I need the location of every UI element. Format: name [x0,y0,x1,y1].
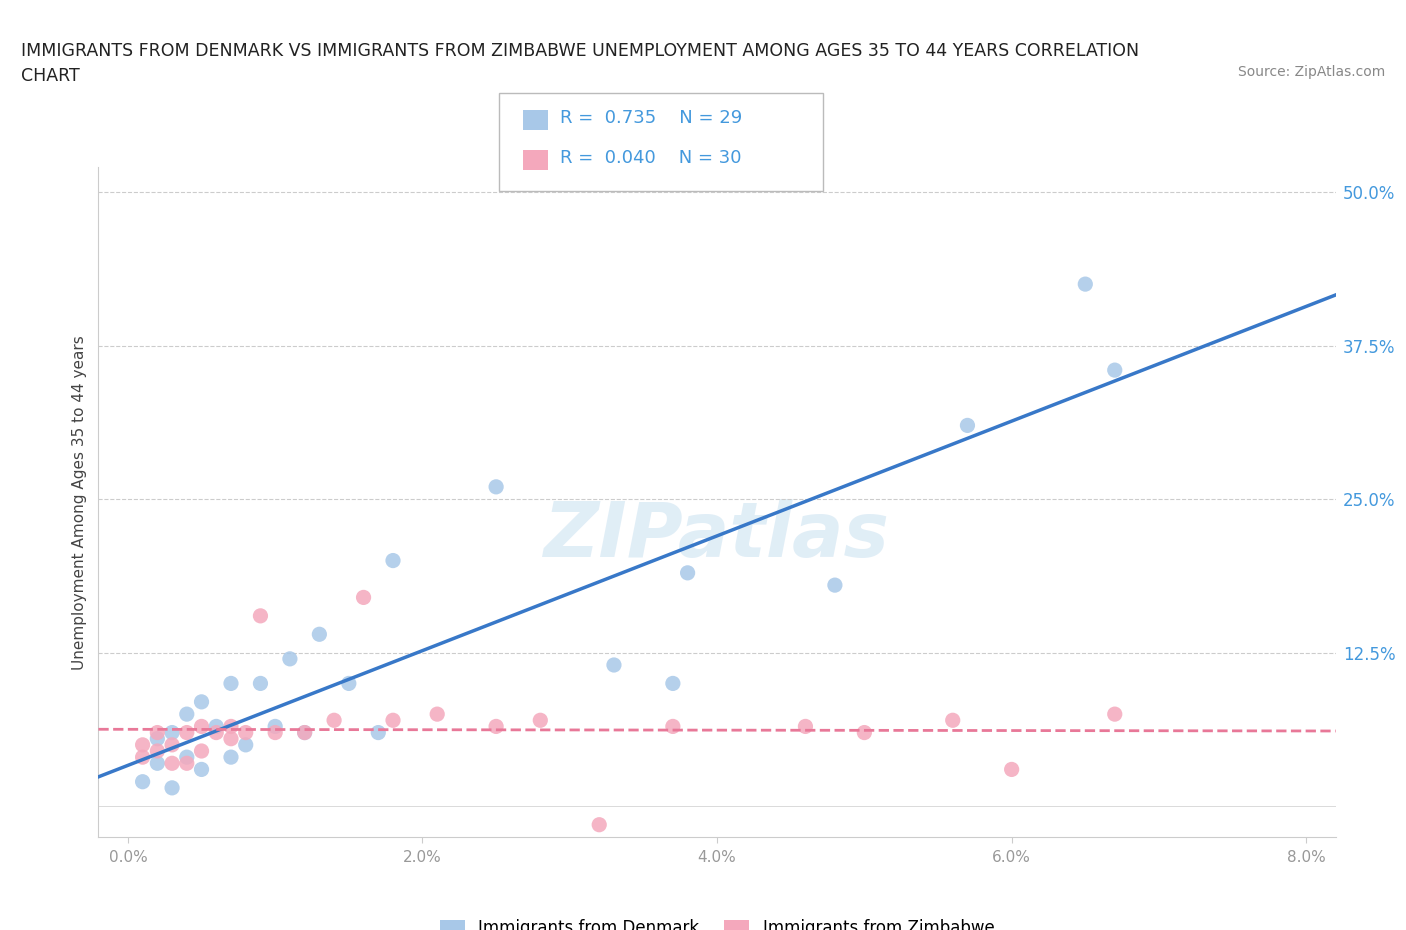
Point [529,712,551,727]
Point [146,756,169,771]
Point [264,725,287,740]
Point [676,565,699,580]
Point [160,737,183,752]
Point [367,725,389,740]
Point [160,756,183,771]
Point [176,725,198,740]
Point [235,725,257,740]
Point [353,590,375,604]
Point [853,725,876,740]
Point [131,750,153,764]
Point [794,719,817,734]
Point [294,725,316,740]
Point [249,676,271,691]
Point [278,651,301,666]
Point [662,676,685,691]
Point [1001,762,1024,777]
Legend: Immigrants from Denmark, Immigrants from Zimbabwe: Immigrants from Denmark, Immigrants from… [433,912,1001,930]
Text: CHART: CHART [21,67,80,85]
Point [160,725,183,740]
Point [337,676,360,691]
Point [205,719,228,734]
Point [176,707,198,722]
Point [131,737,153,752]
Point [176,756,198,771]
Point [588,817,610,832]
Point [382,712,405,727]
Text: ZIPatlas: ZIPatlas [544,498,890,573]
Point [603,658,626,672]
Text: Source: ZipAtlas.com: Source: ZipAtlas.com [1237,65,1385,79]
Point [308,627,330,642]
Text: R =  0.735    N = 29: R = 0.735 N = 29 [560,109,742,127]
Point [1104,707,1126,722]
Point [485,719,508,734]
Point [190,719,212,734]
Y-axis label: Unemployment Among Ages 35 to 44 years: Unemployment Among Ages 35 to 44 years [72,335,87,670]
Point [294,725,316,740]
Point [264,719,287,734]
Point [219,719,242,734]
Point [219,731,242,746]
Point [146,725,169,740]
Point [323,712,346,727]
Point [1074,277,1097,292]
Point [426,707,449,722]
Point [382,553,405,568]
Point [956,418,979,432]
Point [249,608,271,623]
Point [219,750,242,764]
Point [942,712,965,727]
Point [824,578,846,592]
Point [190,744,212,759]
Point [146,744,169,759]
Point [190,695,212,710]
Point [205,725,228,740]
Point [235,737,257,752]
Text: IMMIGRANTS FROM DENMARK VS IMMIGRANTS FROM ZIMBABWE UNEMPLOYMENT AMONG AGES 35 T: IMMIGRANTS FROM DENMARK VS IMMIGRANTS FR… [21,42,1139,60]
Point [131,775,153,790]
Point [1104,363,1126,378]
Point [190,762,212,777]
Point [146,731,169,746]
Point [219,676,242,691]
Point [160,780,183,795]
Point [662,719,685,734]
Point [485,479,508,494]
Text: R =  0.040    N = 30: R = 0.040 N = 30 [560,149,741,167]
Point [176,750,198,764]
